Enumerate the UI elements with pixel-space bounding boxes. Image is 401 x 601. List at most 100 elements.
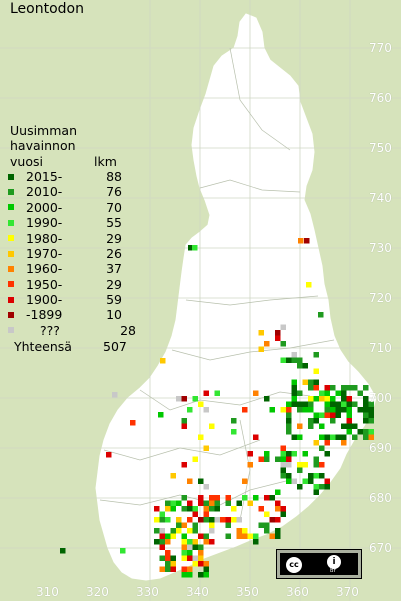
legend-row: 1990- 55 — [8, 215, 138, 230]
observation-square — [363, 401, 369, 407]
legend-swatch — [8, 219, 14, 226]
observation-square — [291, 478, 297, 484]
observation-square — [280, 467, 286, 473]
observation-square — [253, 390, 259, 396]
observation-square — [335, 412, 341, 418]
observation-square — [192, 522, 198, 528]
observation-square — [192, 539, 198, 545]
y-tick-label: 740 — [369, 191, 392, 205]
observation-square — [264, 396, 270, 402]
observation-square — [209, 522, 215, 528]
observation-square — [258, 522, 264, 528]
legend-row-count: 55 — [106, 215, 122, 231]
observation-square — [165, 555, 171, 561]
observation-square — [198, 555, 204, 561]
observation-square — [181, 555, 187, 561]
x-tick-label: 360 — [286, 585, 309, 599]
observation-square — [242, 495, 248, 501]
observation-square — [286, 456, 292, 462]
observation-square — [264, 341, 270, 347]
cc-icon: cc — [284, 555, 304, 575]
observation-square — [181, 550, 187, 556]
x-tick-label: 350 — [236, 585, 259, 599]
observation-square — [286, 401, 292, 407]
observation-square — [176, 517, 182, 523]
observation-square — [258, 506, 264, 512]
observation-square — [181, 495, 187, 501]
observation-square — [187, 528, 193, 534]
observation-square — [297, 434, 303, 440]
observation-square — [203, 572, 209, 578]
observation-square — [291, 396, 297, 402]
observation-square — [346, 401, 352, 407]
observation-square — [352, 401, 358, 407]
observation-square — [357, 429, 363, 435]
species-title: Leontodon — [10, 1, 84, 17]
legend-row-label: 2010- — [26, 184, 63, 200]
observation-square — [264, 528, 270, 534]
observation-square — [324, 385, 330, 391]
observation-square — [220, 517, 226, 523]
legend-swatch — [8, 327, 14, 334]
observation-square — [313, 418, 319, 424]
observation-square — [313, 473, 319, 479]
legend-swatch — [8, 188, 14, 195]
observation-square — [308, 423, 314, 429]
observation-square — [275, 528, 281, 534]
observation-square — [225, 495, 231, 501]
observation-square — [165, 550, 171, 556]
observation-square — [264, 495, 270, 501]
observation-square — [187, 539, 193, 545]
observation-square — [198, 401, 204, 407]
legend-rows: 2015- 88 2010- 76 2000- 70 1990- 55 1980- 29 1970-… — [8, 169, 138, 338]
observation-square — [170, 500, 176, 506]
y-tick-label: 700 — [369, 391, 392, 405]
observation-square — [297, 390, 303, 396]
observation-square — [181, 544, 187, 550]
observation-square — [198, 544, 204, 550]
observation-square — [170, 533, 176, 539]
legend-row: 2010- 76 — [8, 184, 138, 199]
observation-square — [330, 412, 336, 418]
observation-square — [341, 401, 347, 407]
observation-square — [346, 429, 352, 435]
observation-square — [264, 451, 270, 457]
observation-square — [286, 407, 292, 413]
observation-square — [198, 533, 204, 539]
observation-square — [203, 484, 209, 490]
observation-square — [198, 517, 204, 523]
y-tick-label: 680 — [369, 491, 392, 505]
observation-square — [286, 473, 292, 479]
observation-square — [275, 533, 281, 539]
observation-square — [341, 385, 347, 391]
observation-square — [181, 539, 187, 545]
legend-swatch — [8, 265, 14, 272]
observation-square — [280, 357, 286, 363]
observation-square — [280, 506, 286, 512]
y-tick-label: 710 — [369, 341, 392, 355]
attribution-icon: i — [326, 554, 342, 570]
legend-row-label: 1960- — [26, 261, 63, 277]
observation-square — [214, 495, 220, 501]
observation-square — [181, 396, 187, 402]
observation-square — [214, 500, 220, 506]
observation-square — [187, 544, 193, 550]
observation-square — [302, 462, 308, 468]
observation-square — [324, 440, 330, 446]
observation-square — [302, 379, 308, 385]
region-borders — [99, 47, 335, 521]
observation-square — [341, 423, 347, 429]
observation-square — [159, 544, 165, 550]
observation-square — [106, 452, 112, 458]
observation-square — [159, 533, 165, 539]
observation-square — [209, 423, 215, 429]
legend-row-count: 29 — [106, 230, 122, 246]
y-tick-label: 750 — [369, 141, 392, 155]
observation-square — [214, 506, 220, 512]
observation-square — [319, 434, 325, 440]
observation-square — [181, 566, 187, 572]
observation-square — [188, 245, 194, 251]
observation-square — [324, 396, 330, 402]
observation-square — [335, 390, 341, 396]
